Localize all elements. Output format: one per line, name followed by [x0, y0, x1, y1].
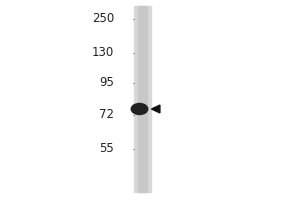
- Text: 130: 130: [92, 46, 114, 60]
- Bar: [138, 6, 147, 192]
- Polygon shape: [152, 105, 160, 113]
- Ellipse shape: [131, 104, 148, 114]
- Text: 250: 250: [92, 12, 114, 25]
- Text: 55: 55: [99, 142, 114, 156]
- Bar: [134, 6, 151, 192]
- Text: 72: 72: [99, 108, 114, 121]
- Text: 95: 95: [99, 76, 114, 90]
